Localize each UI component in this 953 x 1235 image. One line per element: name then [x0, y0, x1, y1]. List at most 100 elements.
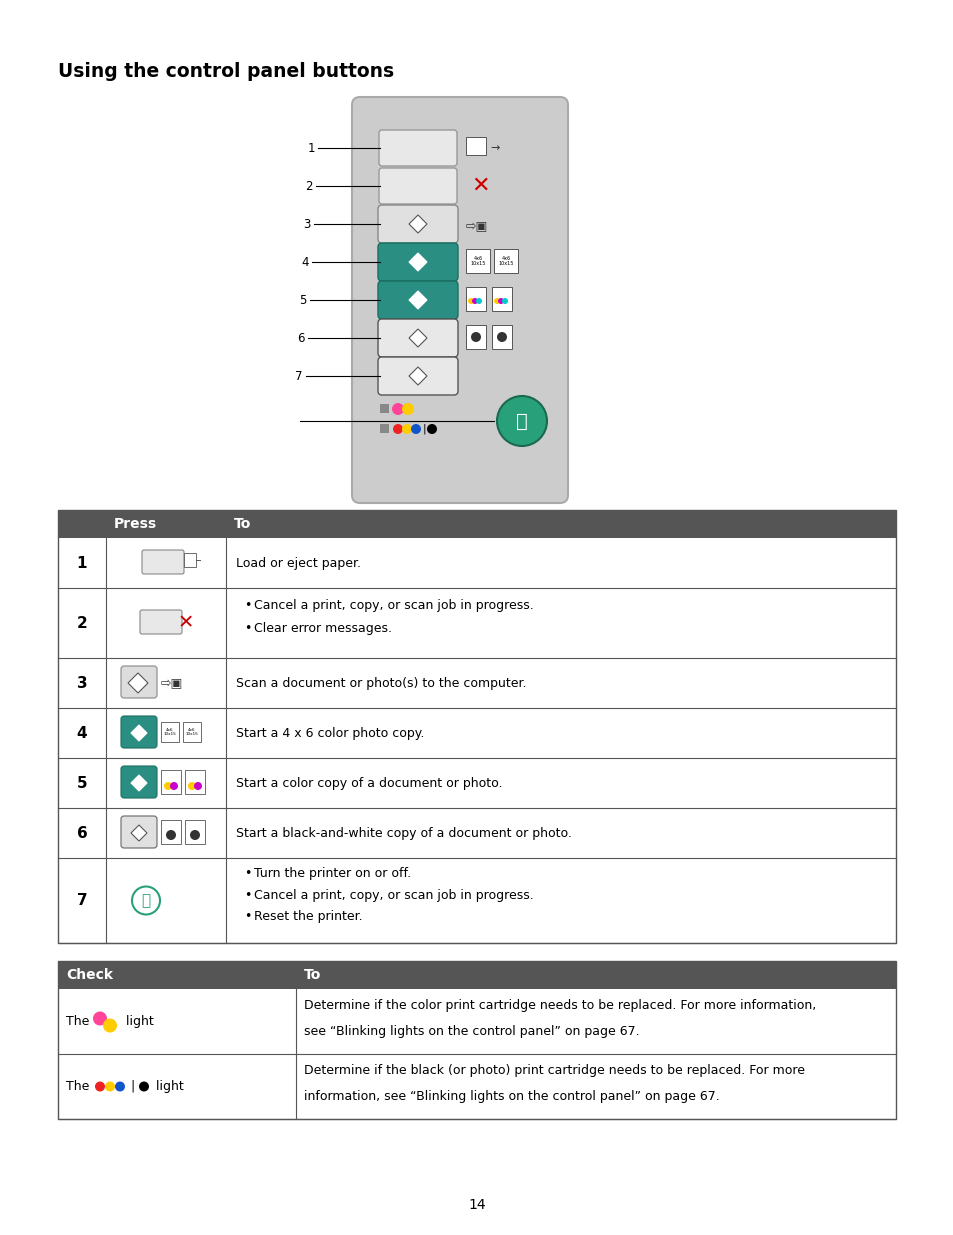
Text: Press: Press [113, 517, 157, 531]
Circle shape [95, 1082, 105, 1092]
Circle shape [92, 1011, 107, 1025]
Bar [58, 808, 895, 858]
Text: 5: 5 [76, 776, 88, 790]
Polygon shape [128, 673, 148, 693]
Text: 7: 7 [295, 369, 303, 383]
Bar [58, 510, 895, 538]
Bar [379, 424, 389, 433]
Bar [185, 769, 205, 794]
Circle shape [401, 424, 412, 433]
Circle shape [164, 782, 172, 790]
Circle shape [468, 298, 474, 304]
Text: information, see “Blinking lights on the control panel” on page 67.: information, see “Blinking lights on the… [304, 1091, 719, 1103]
Text: 4: 4 [76, 725, 88, 741]
Text: Determine if the color print cartridge needs to be replaced. For more informatio: Determine if the color print cartridge n… [304, 999, 816, 1013]
Text: 4: 4 [301, 256, 309, 268]
Text: light: light [152, 1079, 184, 1093]
Bar [492, 287, 512, 311]
Text: →: → [490, 143, 498, 153]
Text: 5: 5 [299, 294, 307, 306]
Polygon shape [409, 291, 427, 309]
Bar [465, 325, 485, 350]
Circle shape [411, 424, 420, 433]
FancyBboxPatch shape [121, 666, 157, 698]
Circle shape [497, 332, 506, 342]
Text: ✕: ✕ [177, 614, 194, 632]
Polygon shape [409, 367, 427, 385]
FancyBboxPatch shape [140, 610, 182, 634]
Circle shape [166, 830, 175, 840]
FancyBboxPatch shape [377, 243, 457, 282]
Circle shape [501, 298, 507, 304]
Text: 4x6
10x15: 4x6 10x15 [186, 727, 198, 736]
Text: ⏻: ⏻ [516, 411, 527, 431]
Bar [58, 510, 895, 944]
Text: Start a black-and-white copy of a document or photo.: Start a black-and-white copy of a docume… [235, 826, 571, 840]
Circle shape [497, 396, 546, 446]
FancyBboxPatch shape [121, 716, 157, 748]
Bar [161, 722, 179, 742]
Bar [184, 553, 195, 567]
Bar [465, 137, 485, 156]
Circle shape [103, 1019, 117, 1032]
Text: ⇨▣: ⇨▣ [465, 220, 488, 232]
Bar [185, 820, 205, 844]
Text: •: • [244, 910, 251, 923]
FancyBboxPatch shape [377, 205, 457, 243]
FancyBboxPatch shape [352, 98, 567, 503]
Polygon shape [409, 253, 427, 270]
Circle shape [392, 403, 403, 415]
Text: Start a 4 x 6 color photo copy.: Start a 4 x 6 color photo copy. [235, 726, 424, 740]
Polygon shape [131, 825, 147, 841]
Text: ⇨▣: ⇨▣ [161, 677, 183, 689]
Circle shape [139, 1082, 149, 1092]
Text: The: The [66, 1079, 93, 1093]
Text: 2: 2 [76, 615, 88, 631]
Text: 4x6
10x15: 4x6 10x15 [164, 727, 176, 736]
Text: 6: 6 [76, 825, 88, 841]
FancyBboxPatch shape [121, 816, 157, 848]
Bar [494, 249, 517, 273]
Bar [492, 325, 512, 350]
Polygon shape [409, 329, 427, 347]
FancyBboxPatch shape [377, 282, 457, 319]
Text: Cancel a print, copy, or scan job in progress.: Cancel a print, copy, or scan job in pro… [253, 889, 533, 902]
Text: 1: 1 [307, 142, 314, 154]
Text: Reset the printer.: Reset the printer. [253, 910, 362, 923]
Circle shape [188, 782, 195, 790]
Text: To: To [233, 517, 251, 531]
Bar [58, 758, 895, 808]
Text: 2: 2 [305, 179, 313, 193]
FancyBboxPatch shape [142, 550, 184, 574]
FancyBboxPatch shape [378, 168, 456, 204]
Bar [465, 287, 485, 311]
Text: Check: Check [66, 968, 112, 982]
Circle shape [105, 1082, 115, 1092]
Text: Turn the printer on or off.: Turn the printer on or off. [253, 867, 411, 881]
Bar [161, 769, 181, 794]
FancyBboxPatch shape [377, 319, 457, 357]
Circle shape [132, 887, 160, 914]
FancyBboxPatch shape [121, 766, 157, 798]
Text: •: • [244, 599, 251, 613]
Polygon shape [131, 725, 147, 741]
Bar [465, 249, 490, 273]
Text: The: The [66, 1015, 93, 1028]
Text: 4x6
10x15: 4x6 10x15 [497, 256, 513, 267]
Text: To: To [304, 968, 321, 982]
Text: Determine if the black (or photo) print cartridge needs to be replaced. For more: Determine if the black (or photo) print … [304, 1065, 804, 1077]
Text: 3: 3 [76, 676, 88, 690]
Text: 14: 14 [468, 1198, 485, 1212]
Bar [161, 820, 181, 844]
Text: 4x6
10x15: 4x6 10x15 [470, 256, 485, 267]
Text: Cancel a print, copy, or scan job in progress.: Cancel a print, copy, or scan job in pro… [253, 599, 533, 613]
Text: Load or eject paper.: Load or eject paper. [235, 557, 360, 569]
Text: 7: 7 [76, 893, 88, 908]
FancyBboxPatch shape [378, 130, 456, 165]
Text: 6: 6 [297, 331, 305, 345]
Circle shape [401, 403, 414, 415]
Text: Clear error messages.: Clear error messages. [253, 622, 392, 635]
Text: 1: 1 [76, 556, 87, 571]
Bar [58, 961, 895, 1119]
Bar [58, 658, 895, 708]
